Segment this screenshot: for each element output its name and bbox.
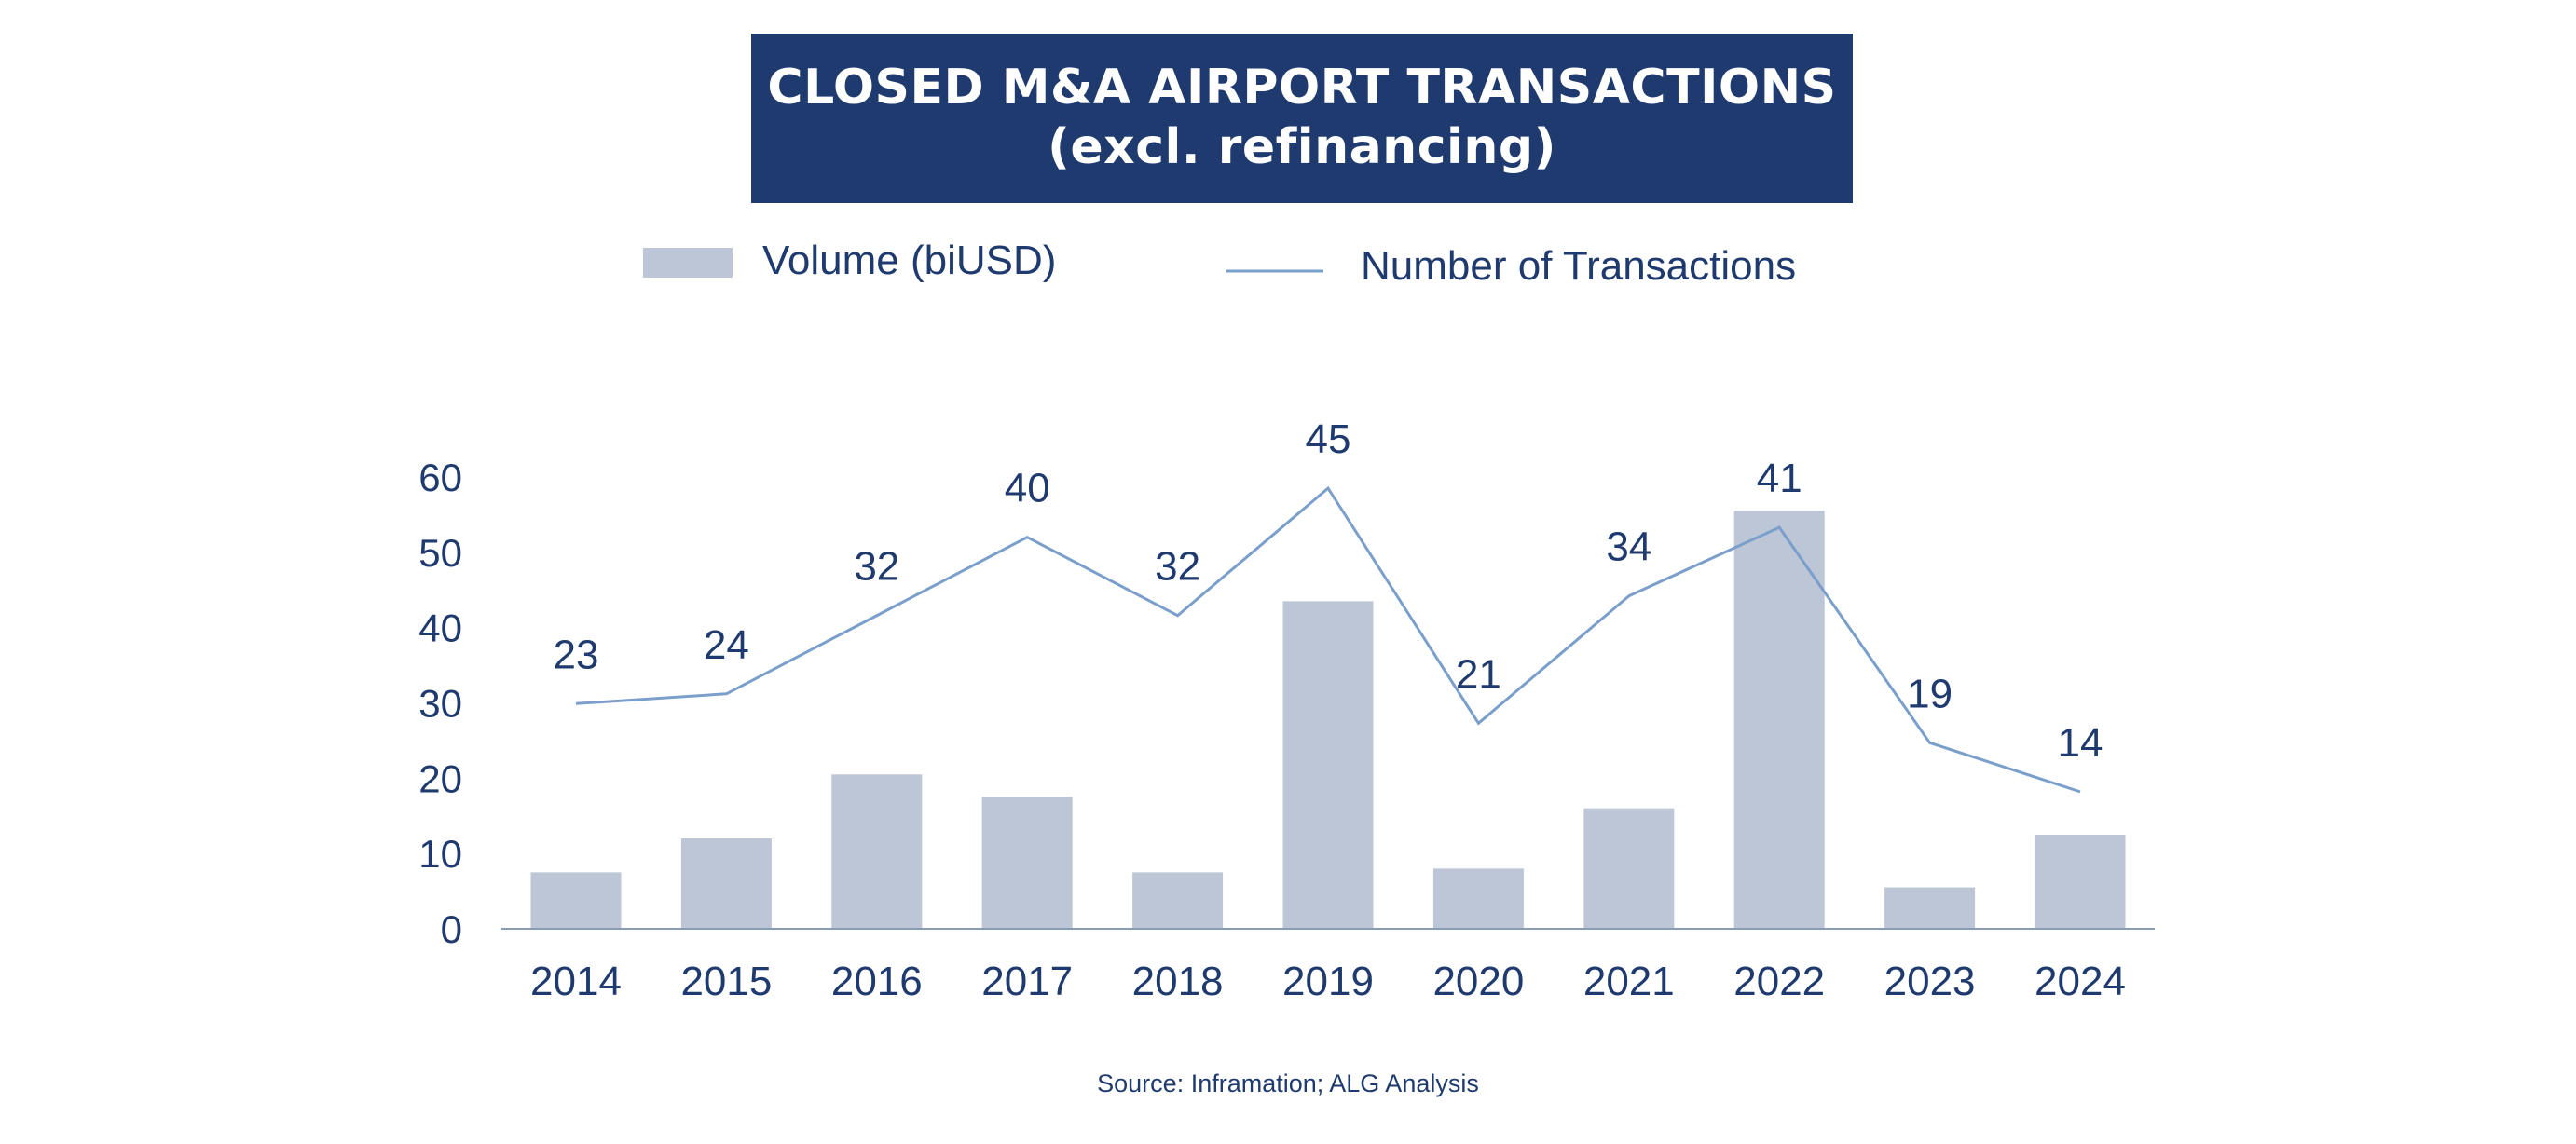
y-tick-label-40: 40 [418,606,462,650]
bar-2019 [1282,601,1374,929]
x-tick-label-2018: 2018 [1132,959,1224,1004]
line-data-label-2024: 14 [2058,720,2103,766]
line-data-label-2023: 19 [1907,671,1953,716]
legend-transactions-label: Number of Transactions [1361,243,1796,289]
bar-2018 [1132,872,1224,929]
x-tick-label-2015: 2015 [680,959,772,1004]
line-data-label-2022: 41 [1757,456,1802,501]
legend: Volume (biUSD) Number of Transactions [643,238,1796,289]
bar-series-volume [530,511,2126,929]
line-data-label-2021: 34 [1606,524,1651,570]
x-tick-label-2022: 2022 [1733,959,1825,1004]
y-tick-label-0: 0 [441,907,462,951]
line-data-label-2016: 32 [854,544,899,590]
line-series-transactions [575,485,2081,794]
chart-title-line-1: CLOSED M&A AIRPORT TRANSACTIONS [767,60,1837,116]
x-tick-label-2014: 2014 [530,959,622,1004]
bar-2024 [2035,834,2126,929]
bar-2022 [1733,511,1825,929]
line-data-label-2017: 40 [1005,466,1050,511]
line-data-label-2014: 23 [554,632,599,677]
bar-2016 [831,774,923,929]
line-data-label-2018: 32 [1155,544,1200,590]
legend-volume-swatch [643,248,733,278]
y-tick-label-50: 50 [418,531,462,575]
source-note: Source: Inframation; ALG Analysis [1097,1069,1479,1097]
legend-volume-label: Volume (biUSD) [762,238,1056,283]
y-tick-label-10: 10 [418,832,462,876]
y-tick-label-30: 30 [418,682,462,726]
bar-2015 [680,838,772,929]
line-data-labels: 23 24 32 40 32 45 21 34 41 19 14 [554,416,2103,766]
y-tick-label-20: 20 [418,756,462,800]
chart-title-box: CLOSED M&A AIRPORT TRANSACTIONS (excl. r… [751,34,1853,203]
x-tick-label-2016: 2016 [831,959,923,1004]
y-tick-label-60: 60 [418,456,462,499]
x-tick-label-2020: 2020 [1432,959,1524,1004]
x-tick-label-2019: 2019 [1282,959,1374,1004]
x-tick-label-2021: 2021 [1583,959,1675,1004]
line-data-label-2020: 21 [1456,651,1501,697]
line-data-label-2015: 24 [704,622,749,668]
x-tick-label-2024: 2024 [2035,959,2126,1004]
chart-title-line-2: (excl. refinancing) [1048,119,1556,175]
bar-2020 [1432,868,1524,929]
x-tick-label-2023: 2023 [1884,959,1976,1004]
bar-2017 [981,797,1073,929]
bar-2014 [530,872,622,929]
line-data-label-2019: 45 [1306,416,1351,462]
y-axis-tick-labels: 0 10 20 30 40 50 60 [418,456,462,951]
x-tick-label-2017: 2017 [981,959,1073,1004]
bar-2021 [1583,808,1675,929]
bar-2023 [1884,887,1976,929]
x-axis-tick-labels: 2014 2015 2016 2017 2018 2019 2020 2021 2022 2023… [530,959,2126,1004]
